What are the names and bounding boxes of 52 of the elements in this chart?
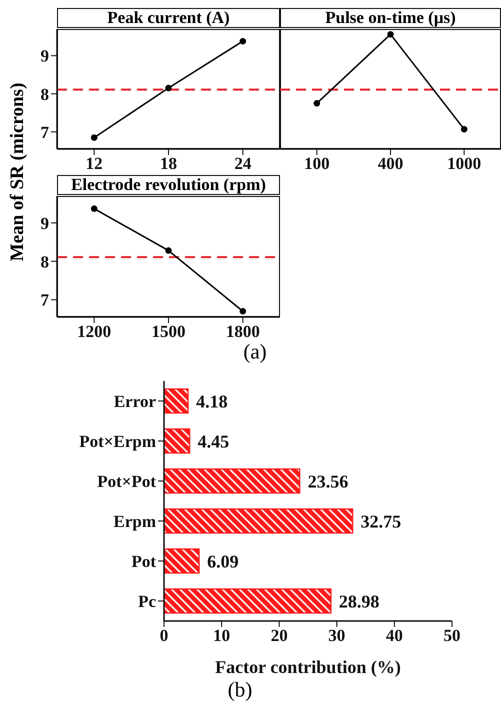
chart-title: Pulse on-time (μs) (280, 8, 501, 28)
point (165, 247, 172, 254)
x-tick-label: 24 (234, 154, 252, 174)
chart-title: Peak current (A) (57, 8, 280, 28)
y-tick-label: 7 (40, 122, 50, 142)
y-tick-label: 8 (40, 84, 49, 104)
x-tick-label: 0 (160, 626, 168, 646)
point (90, 205, 98, 212)
bar (164, 468, 300, 494)
y-tick-label: Pot×Erpm (79, 432, 156, 452)
y-axis-title: Mean of SR (microns) (7, 82, 29, 262)
data-label: 23.56 (308, 471, 348, 492)
point (240, 308, 246, 314)
bar (164, 388, 189, 414)
x-tick-label: 18 (160, 154, 177, 174)
bar (164, 588, 332, 614)
x-tick-label: 1200 (77, 322, 112, 342)
x-tick-label: 12 (86, 154, 103, 174)
y-tick-label: 9 (40, 214, 49, 233)
point (240, 38, 246, 44)
x-tick-label: 10 (213, 626, 230, 646)
data-label: 6.09 (207, 551, 239, 572)
chart-title: Electrode revolution (rpm) (57, 175, 280, 195)
bar (164, 428, 190, 454)
y-tick-label: Pot×Pot (97, 472, 156, 492)
y-tick-label: 9 (40, 46, 49, 66)
x-tick-label: 50 (444, 626, 460, 646)
x-tick-label: 1500 (152, 322, 186, 342)
x-tick-label: 1800 (226, 322, 260, 342)
data-label: 32.75 (360, 511, 402, 532)
data-label: 28.98 (338, 591, 380, 612)
x-tick-label: 100 (304, 154, 330, 174)
y-tick-label: Error (114, 392, 156, 412)
point (165, 84, 172, 92)
x-tick-label: 1000 (447, 154, 482, 174)
x-tick-label: 40 (386, 626, 403, 646)
bar (164, 508, 354, 534)
y-tick-label: Erpm (114, 512, 156, 532)
bar (164, 548, 200, 574)
data-label: 4.18 (196, 391, 228, 412)
x-tick-label: 400 (378, 154, 404, 174)
text: (b) (228, 678, 252, 702)
data-label: 4.45 (198, 431, 230, 452)
y-tick-label: Pot (131, 552, 156, 572)
x-tick-label: 20 (270, 626, 288, 646)
y-tick-label: 7 (40, 290, 50, 310)
y-tick-label: Pc (138, 592, 156, 612)
y-tick-label: 8 (40, 252, 49, 272)
text: (a) (243, 340, 267, 364)
x-axis-title: Factor contribution (%) (215, 657, 401, 677)
x-tick-label: 30 (328, 626, 346, 646)
point (90, 134, 98, 141)
